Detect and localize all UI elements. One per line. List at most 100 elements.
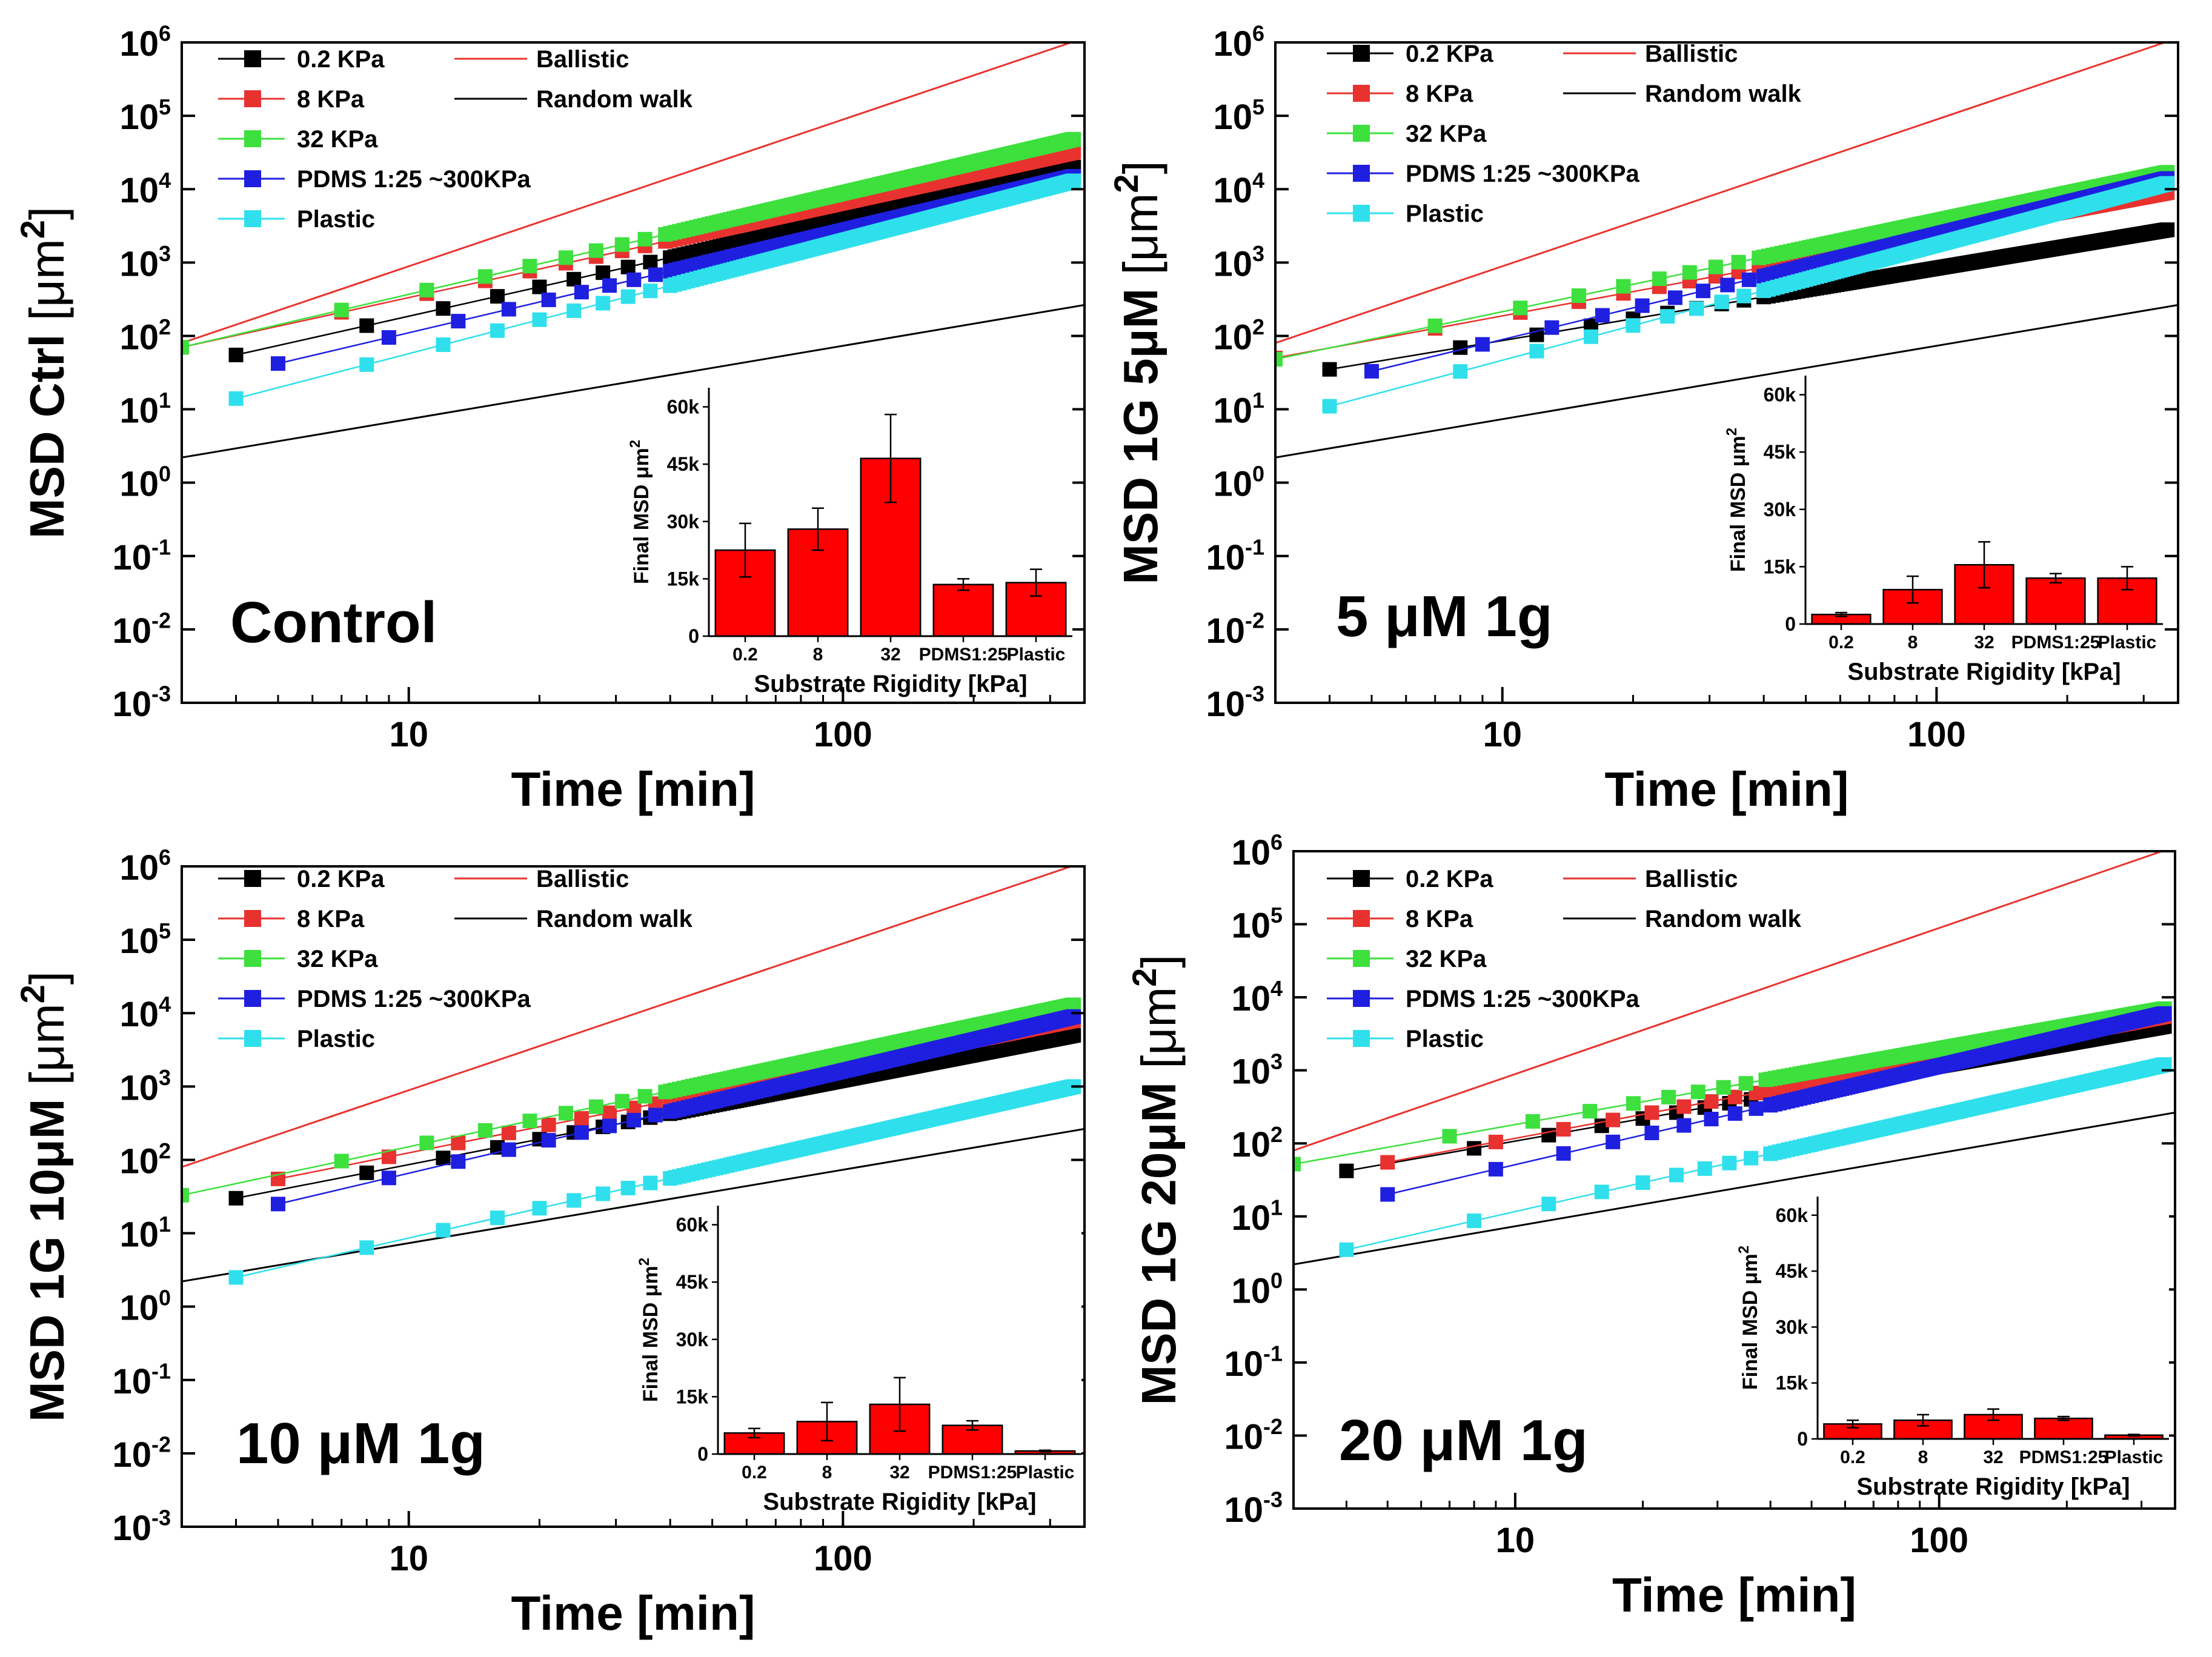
legend-label: 0.2 KPa xyxy=(297,46,385,73)
inset-y-tick-label: 30k xyxy=(667,511,700,533)
inset-y-axis-title: Final MSD μm2 xyxy=(1724,428,1750,572)
legend-label: 0.2 KPa xyxy=(1406,41,1493,67)
x-axis-title: Time [min] xyxy=(511,762,755,816)
data-point xyxy=(334,302,349,317)
data-point xyxy=(451,1135,466,1151)
data-point xyxy=(436,301,451,316)
inset-x-tick-label: Plastic xyxy=(1007,645,1066,665)
legend-label: PDMS 1:25 ~300KPa xyxy=(1406,161,1640,187)
inset-bar xyxy=(932,583,994,637)
inset-bar-chart: 0.2 8 32 PDMS1:25Plastic015k30k45k60kSubstr… xyxy=(627,388,1072,697)
series-0 xyxy=(1322,222,2175,377)
series-2 xyxy=(182,131,1081,355)
legend-label: Ballistic xyxy=(1645,41,1738,67)
data-point xyxy=(596,296,611,311)
data-point xyxy=(648,1107,663,1123)
panel-label: 10 μM 1g xyxy=(236,1411,485,1476)
y-tick-label: 102 xyxy=(119,314,171,357)
inset-x-tick-label: PDMS1:25 xyxy=(2011,633,2101,653)
inset-y-tick-label: 45k xyxy=(1764,441,1796,463)
data-point xyxy=(270,1197,285,1212)
y-tick-label: 10-2 xyxy=(1206,608,1264,651)
data-point xyxy=(359,1240,374,1255)
y-axis-title: MSD 1G 10μM [μm2] xyxy=(13,971,74,1422)
y-tick-label: 10-2 xyxy=(113,608,171,651)
plot-area xyxy=(182,42,1084,459)
data-point xyxy=(596,265,611,281)
y-tick-label: 103 xyxy=(1213,241,1264,284)
inset-x-tick-label: 8 xyxy=(1908,633,1918,653)
data-point xyxy=(1322,399,1337,414)
data-point xyxy=(436,1151,451,1166)
y-tick-label: 10-2 xyxy=(113,1432,171,1475)
data-point xyxy=(1714,294,1729,310)
data-point xyxy=(541,1133,556,1148)
x-axis-title: Time [min] xyxy=(1604,762,1848,816)
plot-area xyxy=(1275,42,2178,459)
legend-marker xyxy=(244,870,261,887)
inset-y-tick-label: 15k xyxy=(1764,556,1796,577)
data-point xyxy=(620,289,636,304)
data-point xyxy=(1682,265,1697,280)
data-point xyxy=(1544,320,1559,335)
data-point xyxy=(1513,301,1528,316)
inset-x-tick-label: 32 xyxy=(1974,633,1994,653)
series-4 xyxy=(228,173,1081,406)
data-point xyxy=(1652,271,1667,287)
inset-x-tick-label: 0.2 xyxy=(732,645,758,665)
data-point xyxy=(2160,222,2175,237)
data-point xyxy=(1364,364,1379,379)
y-tick-label: 105 xyxy=(119,95,171,137)
data-point xyxy=(1475,337,1490,352)
data-point xyxy=(436,337,451,352)
y-tick-label: 101 xyxy=(1213,388,1264,430)
legend-label: Plastic xyxy=(297,206,375,233)
x-tick-label: 10 xyxy=(389,715,428,754)
ballistic-line xyxy=(182,866,1074,1168)
y-tick-label: 10-1 xyxy=(113,534,171,577)
inset-bar xyxy=(2025,577,2086,625)
data-point xyxy=(359,1165,374,1180)
data-point xyxy=(602,278,617,293)
series-3 xyxy=(1364,171,2175,379)
y-tick-label: 104 xyxy=(119,992,171,1034)
inset-x-tick-label: 32 xyxy=(880,645,900,665)
data-point xyxy=(1529,344,1544,359)
data-point xyxy=(541,1117,556,1132)
legend-label: 8 KPa xyxy=(1406,81,1473,107)
data-point xyxy=(620,259,636,274)
inset-x-tick-label: 8 xyxy=(813,645,823,665)
inset-x-tick-label: PDMS1:25 xyxy=(919,645,1008,665)
data-point xyxy=(1066,1028,1081,1043)
data-point xyxy=(602,1118,617,1134)
data-point xyxy=(359,318,374,333)
data-point xyxy=(419,282,434,297)
data-point xyxy=(614,237,629,252)
x-tick-label: 100 xyxy=(814,715,872,754)
y-tick-label: 10-1 xyxy=(1206,534,1264,577)
data-point xyxy=(1689,301,1704,316)
data-point xyxy=(228,347,244,362)
inset-bar-chart: 0.2 8 32 PDMS1:25Plastic015k30k45k60kSubstr… xyxy=(1724,376,2163,685)
series-3 xyxy=(270,168,1081,371)
inset-x-axis-title: Substrate Rigidity [kPa] xyxy=(1847,659,2121,685)
data-point xyxy=(1736,288,1752,304)
legend-label: Random walk xyxy=(1645,81,1802,107)
data-point xyxy=(419,1135,434,1151)
data-point xyxy=(182,1187,189,1203)
data-point xyxy=(490,1210,505,1226)
data-point xyxy=(522,259,537,274)
data-point xyxy=(1595,308,1610,323)
legend-label: 32 KPa xyxy=(1406,121,1487,147)
inset-y-tick-label: 30k xyxy=(1764,499,1796,520)
data-point xyxy=(643,1175,658,1190)
legend-marker xyxy=(244,130,261,147)
panel-label: Control xyxy=(230,590,437,655)
data-point xyxy=(566,271,582,287)
data-point xyxy=(501,1125,516,1140)
series-4 xyxy=(228,1079,1081,1285)
data-point xyxy=(501,302,516,317)
